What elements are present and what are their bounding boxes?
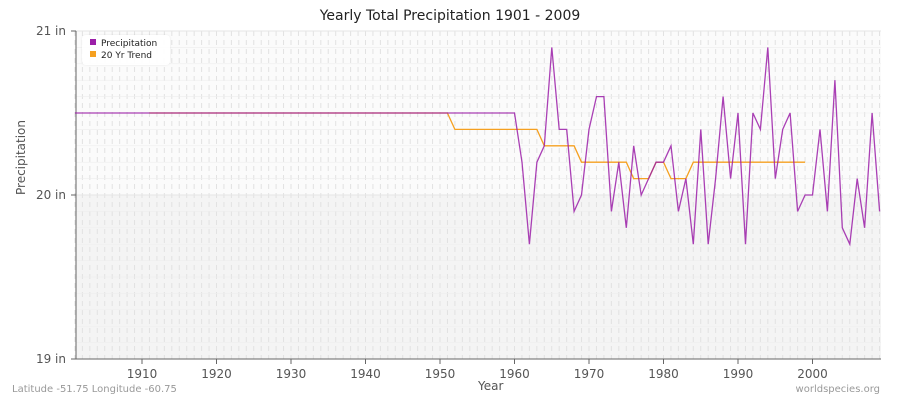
legend-swatch-precipitation-icon [90, 39, 96, 45]
legend-item-precipitation[interactable]: Precipitation [90, 39, 157, 50]
legend-swatch-trend-icon [90, 51, 96, 57]
svg-text:1910: 1910 [127, 367, 158, 381]
svg-text:1930: 1930 [276, 367, 307, 381]
svg-text:1970: 1970 [574, 367, 605, 381]
svg-text:1960: 1960 [499, 367, 530, 381]
coordinates-caption: Latitude -51.75 Longitude -60.75 [12, 384, 177, 395]
legend-label: 20 Yr Trend [101, 51, 153, 61]
svg-text:1940: 1940 [350, 367, 381, 381]
legend-item-trend[interactable]: 20 Yr Trend [90, 51, 152, 62]
source-credit: worldspecies.org [795, 384, 880, 395]
svg-text:20 in: 20 in [36, 188, 66, 202]
svg-text:19 in: 19 in [36, 352, 66, 366]
y-axis-ticks: 21 in 20 in 19 in [36, 24, 76, 366]
y-axis-label: Precipitation [14, 119, 28, 195]
precipitation-series-line [75, 47, 881, 247]
chart-legend: Precipitation 20 Yr Trend [82, 35, 170, 65]
x-axis-label: Year [478, 379, 504, 393]
svg-text:21 in: 21 in [36, 24, 66, 38]
x-axis-ticks: 1910 1920 1930 1940 1950 1960 1970 1980 1990 2000 [127, 359, 828, 381]
legend-label: Precipitation [101, 39, 158, 49]
svg-text:1980: 1980 [648, 367, 679, 381]
svg-text:1920: 1920 [201, 367, 232, 381]
svg-text:1950: 1950 [425, 367, 456, 381]
grid-lines [74, 30, 881, 359]
chart-title: Yearly Total Precipitation 1901 - 2009 [319, 8, 581, 24]
svg-text:1990: 1990 [723, 367, 754, 381]
svg-text:2000: 2000 [797, 367, 828, 381]
